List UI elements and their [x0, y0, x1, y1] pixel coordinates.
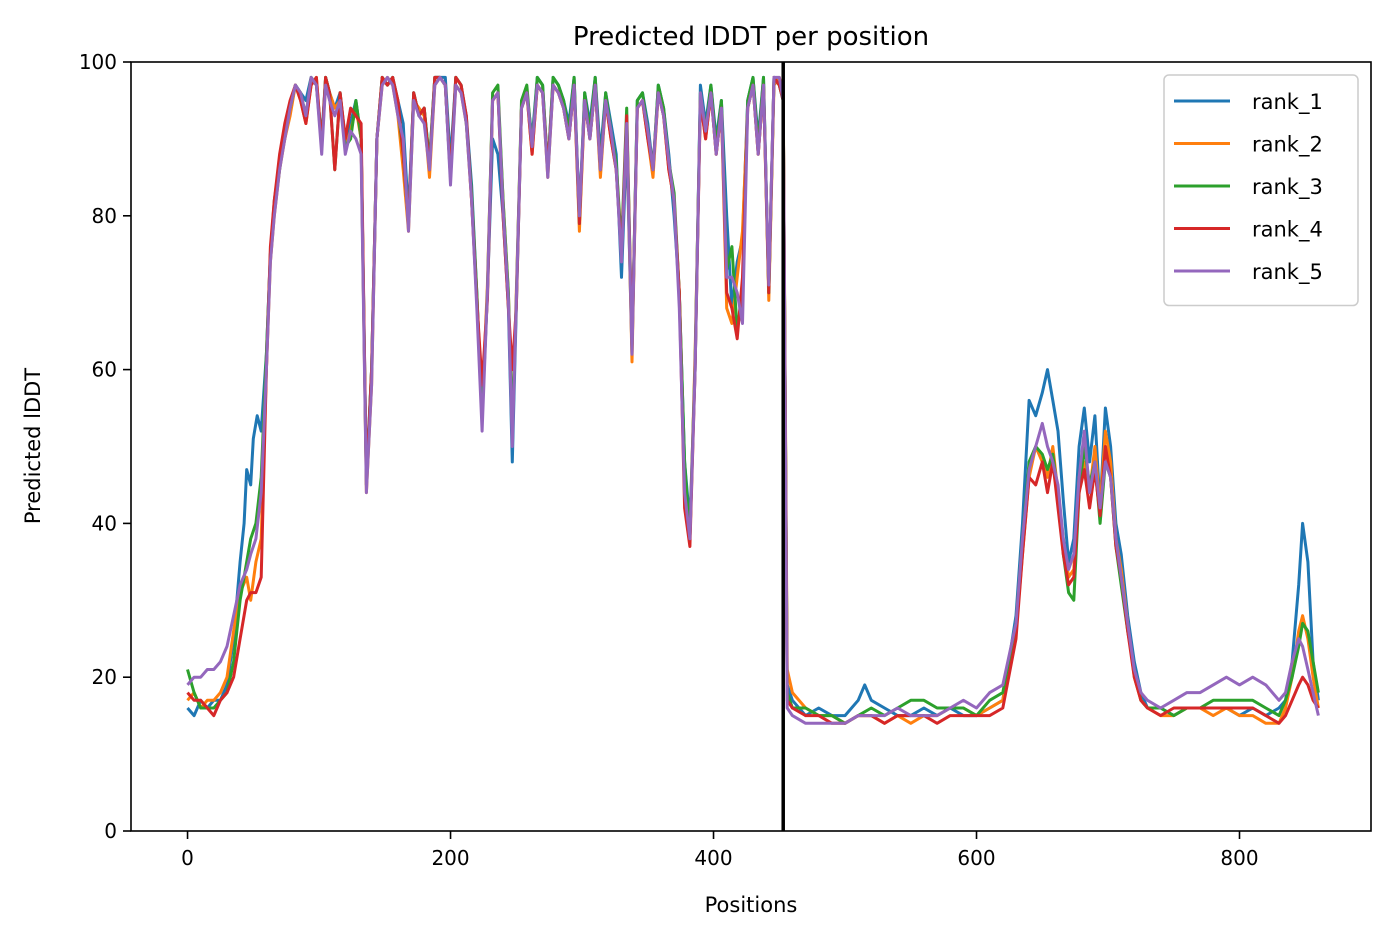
series-line-rank_1	[186, 75, 1320, 718]
x-tick-label: 600	[957, 846, 995, 870]
y-tick-label: 100	[79, 50, 117, 74]
y-tick-label: 40	[92, 511, 117, 535]
legend-label-rank_4: rank_4	[1252, 218, 1323, 243]
legend-box	[1163, 74, 1359, 307]
plot-frame	[130, 61, 1372, 832]
y-tick-label: 80	[92, 204, 117, 228]
legend-label-rank_3: rank_3	[1252, 175, 1323, 200]
x-tick-label: 400	[694, 846, 732, 870]
series-line-rank_4	[186, 75, 1320, 725]
legend-label-rank_1: rank_1	[1252, 90, 1323, 115]
chart-title: Predicted lDDT per position	[573, 22, 929, 52]
legend-label-rank_5: rank_5	[1252, 260, 1323, 285]
series-line-rank_3	[186, 75, 1320, 725]
series-line-rank_2	[186, 75, 1320, 725]
y-tick-label: 20	[92, 665, 117, 689]
x-tick-label: 200	[431, 846, 469, 870]
x-tick-label: 0	[181, 846, 194, 870]
series-line-rank_5	[186, 75, 1320, 725]
y-tick-label: 60	[92, 358, 117, 382]
y-axis-title: Predicted lDDT	[21, 368, 45, 524]
legend-label-rank_2: rank_2	[1252, 133, 1323, 158]
x-axis-title: Positions	[705, 893, 798, 917]
y-tick-label: 0	[104, 819, 117, 843]
x-axis-ticks: 0 200 400 600 800	[181, 831, 1259, 870]
lines-layer	[186, 75, 1320, 725]
legend: rank_1 rank_2 rank_3 rank_4 rank_5	[1163, 74, 1359, 307]
y-axis-ticks: 0 20 40 60 80 100	[79, 50, 131, 843]
x-tick-label: 800	[1220, 846, 1258, 870]
